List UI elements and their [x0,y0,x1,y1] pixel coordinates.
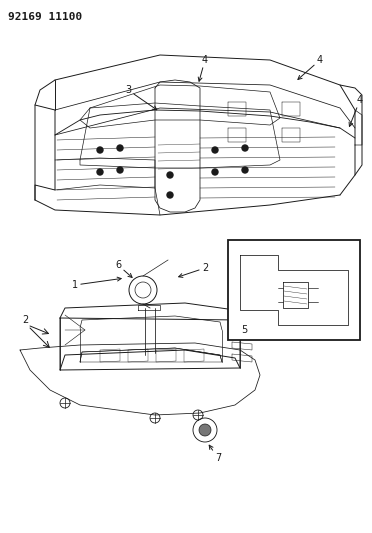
Circle shape [97,147,103,153]
Circle shape [167,192,173,198]
Text: 1: 1 [72,277,121,290]
Text: 3: 3 [125,85,157,110]
Text: 2: 2 [22,315,28,325]
Text: 5: 5 [241,325,247,335]
Circle shape [212,169,218,175]
Text: 4: 4 [298,55,323,79]
Circle shape [242,145,248,151]
Bar [228,240,360,340]
Circle shape [97,169,103,175]
Text: 2: 2 [179,263,208,277]
Text: 7: 7 [209,445,221,463]
Text: 4: 4 [349,95,363,126]
Circle shape [242,167,248,173]
Circle shape [167,172,173,178]
Circle shape [117,145,123,151]
Text: 92169 11100: 92169 11100 [8,12,82,22]
Text: 6: 6 [115,260,132,278]
Circle shape [212,147,218,153]
Circle shape [117,167,123,173]
Circle shape [199,424,211,436]
Text: 4: 4 [198,55,208,81]
